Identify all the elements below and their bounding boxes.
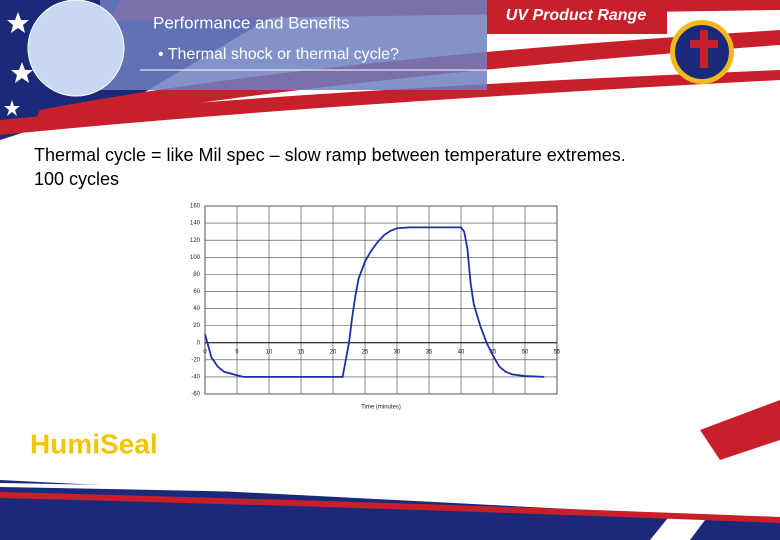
y-tick-label: 120 <box>190 238 201 244</box>
x-tick-label: 5 <box>235 349 239 355</box>
x-tick-label: 30 <box>394 349 401 355</box>
chart-background <box>187 198 565 410</box>
x-tick-label: 20 <box>330 349 337 355</box>
y-tick-label: 20 <box>193 323 200 329</box>
y-tick-label: 140 <box>190 221 201 227</box>
x-tick-label: 45 <box>490 349 497 355</box>
y-tick-label: -60 <box>191 392 200 398</box>
data-line <box>204 226 545 378</box>
header-circle <box>27 0 125 97</box>
x-tick-label: 10 <box>266 349 273 355</box>
x-tick-label: 15 <box>298 349 305 355</box>
x-tick-label: 50 <box>522 349 529 355</box>
header-bullet: • Thermal shock or thermal cycle? <box>158 46 399 63</box>
y-tick-label: -40 <box>191 374 200 380</box>
x-tick-label: 25 <box>362 349 369 355</box>
y-tick-label: 160 <box>190 204 201 210</box>
y-tick-label: 0 <box>197 340 201 346</box>
product-range: UV Product Range <box>506 7 647 24</box>
y-tick-label: 60 <box>193 289 200 295</box>
plot-frame <box>204 205 558 395</box>
body-line: Thermal cycle = like Mil spec – slow ram… <box>34 145 626 165</box>
y-tick-label: 80 <box>193 272 200 278</box>
header-box <box>100 0 487 90</box>
x-tick-label: 35 <box>426 349 433 355</box>
y-tick-label: -20 <box>191 357 200 363</box>
y-tick-label: 100 <box>190 255 201 261</box>
x-tick-label: 40 <box>458 349 465 355</box>
body-line: 100 cycles <box>34 169 119 189</box>
y-tick-label: 40 <box>193 306 200 312</box>
header-title: Performance and Benefits <box>153 13 350 32</box>
logo-text: HumiSeal <box>30 428 158 459</box>
range-banner <box>487 0 667 34</box>
x-axis-label: Time (minutes) <box>361 405 401 411</box>
logo-cross <box>690 30 718 68</box>
